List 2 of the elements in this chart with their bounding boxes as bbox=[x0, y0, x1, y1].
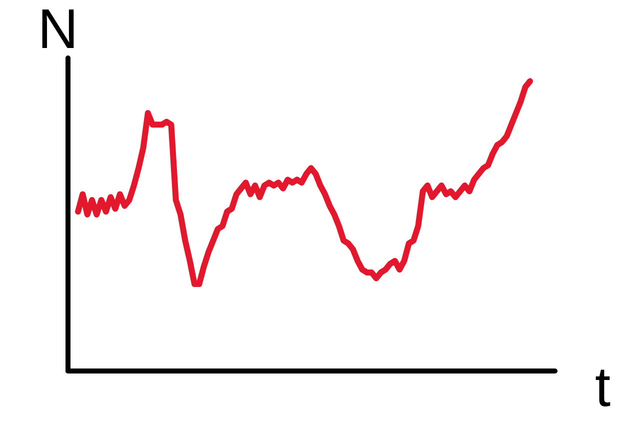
y-axis-title: N bbox=[38, 0, 78, 60]
x-axis-title: t bbox=[595, 354, 611, 418]
